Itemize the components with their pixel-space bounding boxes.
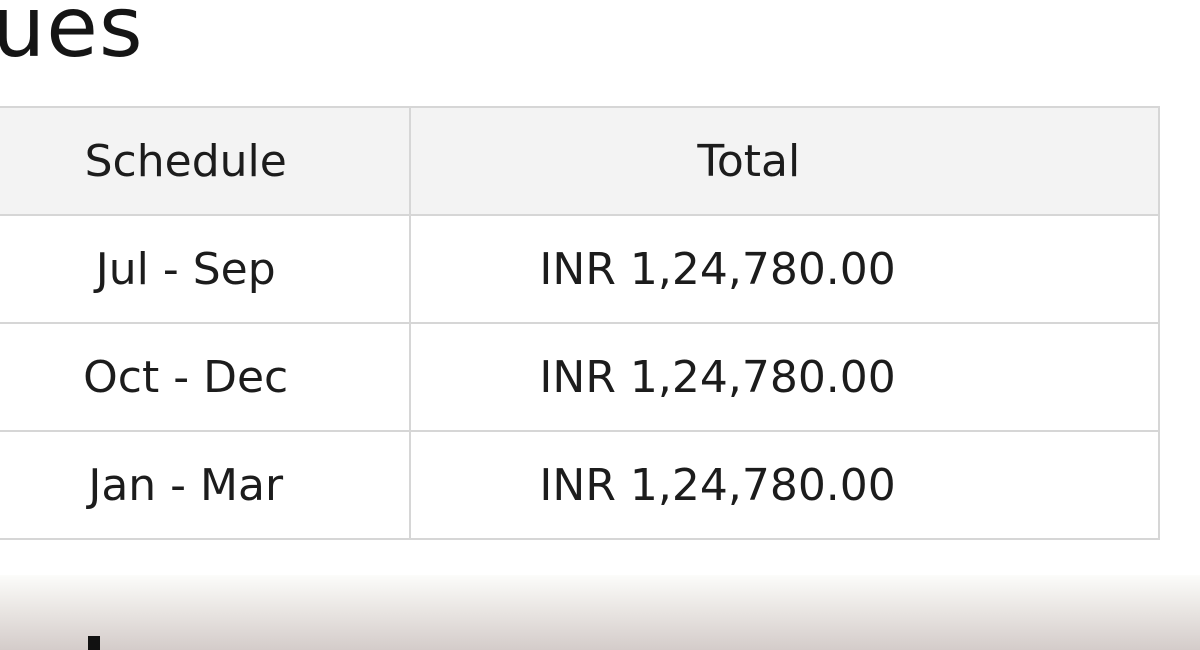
table-row: Jul - Sep INR 1,24,780.00 [0,214,1160,324]
table-header-row: Schedule Total [0,106,1160,216]
section-title: ues [0,0,144,76]
total-cell: INR 1,24,780.00 [409,214,1160,324]
total-cell: INR 1,24,780.00 [409,430,1160,540]
schedule-cell: Oct - Dec [0,322,412,432]
table-row: Jan - Mar INR 1,24,780.00 [0,430,1160,540]
next-heading-fragment [88,636,100,650]
total-cell: INR 1,24,780.00 [409,322,1160,432]
table-row: Oct - Dec INR 1,24,780.00 [0,322,1160,432]
header-total: Total [409,106,1160,216]
schedule-cell: Jul - Sep [0,214,412,324]
schedule-cell: Jan - Mar [0,430,412,540]
header-schedule: Schedule [0,106,412,216]
bottom-shadow [0,575,1200,650]
schedule-table: Schedule Total Jul - Sep INR 1,24,780.00… [0,106,1160,540]
